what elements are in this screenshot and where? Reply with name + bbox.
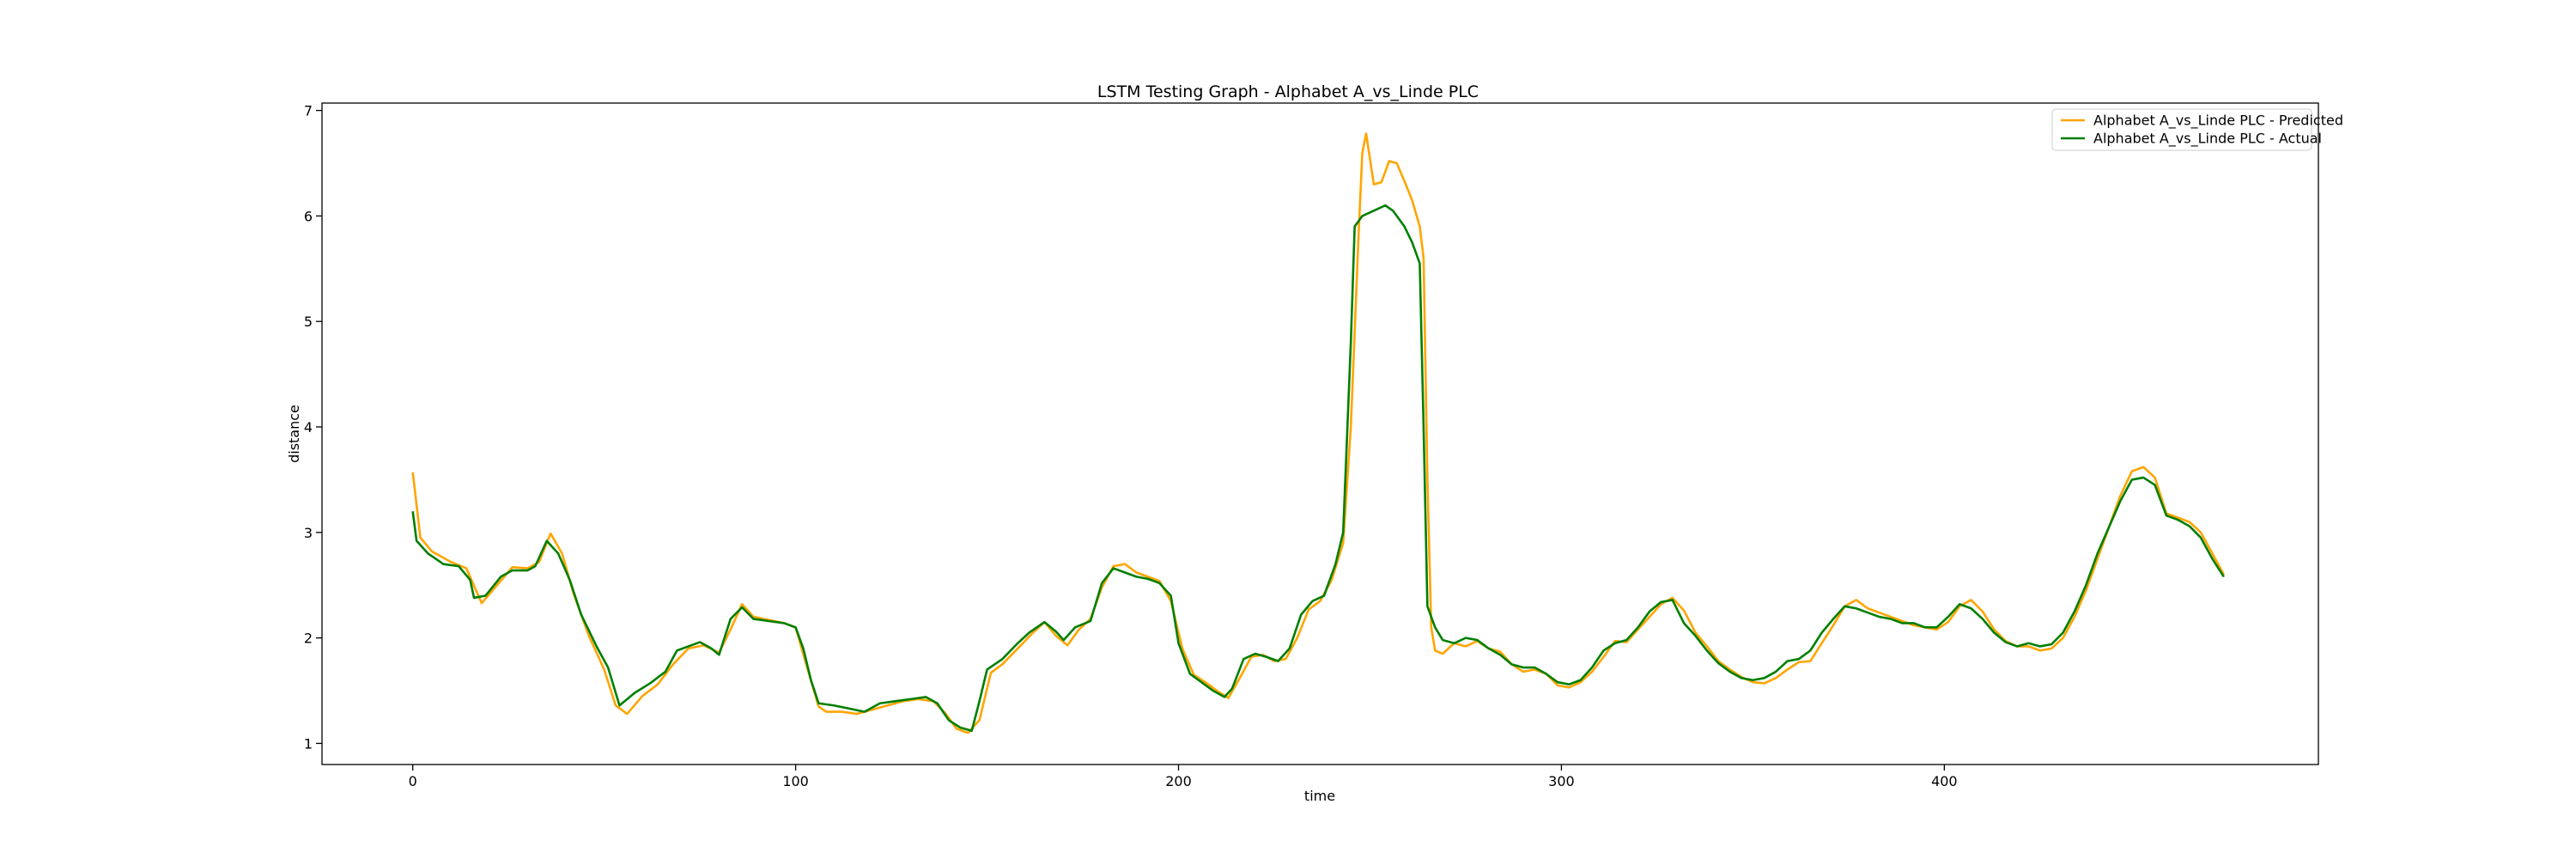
legend-label-actual: Alphabet A_vs_Linde PLC - Actual: [2093, 131, 2322, 148]
legend-box: [2051, 108, 2312, 151]
legend-label-predicted: Alphabet A_vs_Linde PLC - Predicted: [2093, 113, 2343, 130]
series-line-actual: [411, 204, 2225, 732]
y-tick-label: 7: [304, 103, 313, 119]
plot-frame: [321, 102, 2319, 765]
x-tick-label: 100: [782, 773, 809, 789]
x-tick-label: 300: [1548, 773, 1575, 789]
y-axis: 1 2 3 4 5 6 7: [304, 103, 322, 752]
x-tick-label: 400: [1931, 773, 1958, 789]
y-tick-label: 2: [304, 631, 313, 647]
x-axis-label: time: [1304, 788, 1335, 804]
y-tick-label: 3: [304, 525, 313, 541]
chart-title: LSTM Testing Graph - Alphabet A_vs_Linde…: [1097, 82, 1479, 101]
x-axis: 0 100 200 300 400: [409, 765, 1958, 789]
y-tick-label: 4: [304, 419, 313, 436]
legend: Alphabet A_vs_Linde PLC - PredictedAlpha…: [2051, 108, 2343, 151]
y-axis-label: distance: [286, 405, 302, 463]
series-layer: [411, 132, 2226, 734]
x-tick-label: 200: [1165, 773, 1192, 789]
x-tick-label: 0: [409, 773, 417, 789]
y-tick-label: 6: [304, 208, 313, 224]
y-tick-label: 1: [304, 735, 313, 752]
y-tick-label: 5: [304, 314, 313, 330]
